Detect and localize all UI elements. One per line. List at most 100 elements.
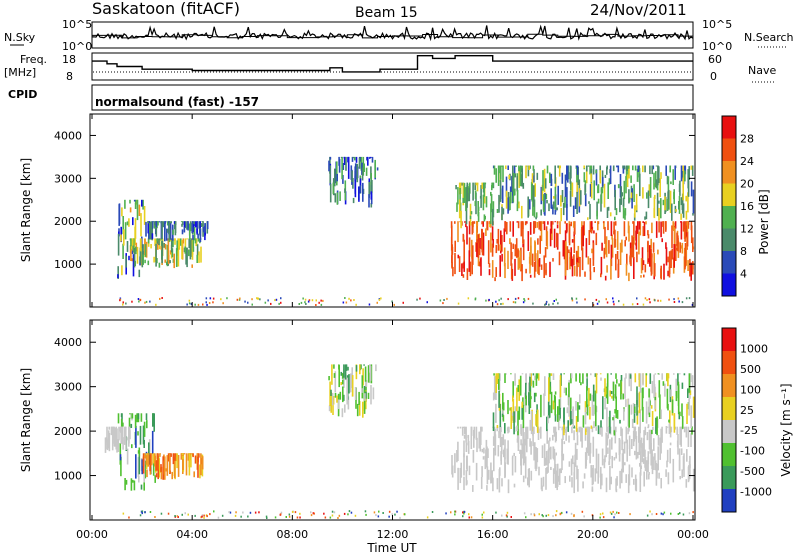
heatmap-cell xyxy=(595,232,598,246)
heatmap-cell xyxy=(571,299,574,302)
heatmap-cell xyxy=(184,246,186,254)
heatmap-cell xyxy=(525,373,527,381)
heatmap-cell xyxy=(658,200,660,204)
heatmap-cell xyxy=(654,453,656,461)
heatmap-cell xyxy=(603,458,606,469)
heatmap-cell xyxy=(681,171,684,179)
heatmap-cell xyxy=(529,222,532,235)
heatmap-cell xyxy=(659,178,661,198)
heatmap-cell xyxy=(482,232,485,256)
heatmap-cell xyxy=(463,434,466,439)
heatmap-cell xyxy=(491,260,494,278)
heatmap-cell xyxy=(212,301,214,304)
heatmap-cell xyxy=(691,426,693,435)
colorbar-segment xyxy=(722,183,736,206)
heatmap-cell xyxy=(582,481,584,489)
heatmap-cell xyxy=(308,299,311,302)
heatmap-cell xyxy=(336,173,338,182)
heatmap-cell xyxy=(605,432,607,458)
heatmap-cell xyxy=(578,426,581,433)
heatmap-cell xyxy=(552,468,555,484)
heatmap-cell xyxy=(122,216,124,235)
heatmap-cell xyxy=(574,442,577,467)
heatmap-cell xyxy=(659,299,662,302)
heatmap-cell xyxy=(168,453,171,473)
heatmap-cell xyxy=(612,297,614,300)
heatmap-cell xyxy=(679,180,681,196)
heatmap-cell xyxy=(588,387,590,407)
heatmap-cell xyxy=(208,302,211,304)
heatmap-cell xyxy=(580,426,582,442)
heatmap-cell xyxy=(468,516,470,519)
heatmap-cell xyxy=(522,426,524,450)
heatmap-cell xyxy=(549,228,552,247)
heatmap-cell xyxy=(532,302,534,305)
heatmap-cell xyxy=(347,156,350,179)
heatmap-cell xyxy=(483,182,485,197)
heatmap-cell xyxy=(655,165,658,167)
heatmap-cell xyxy=(119,454,122,461)
heatmap-cell xyxy=(396,510,398,513)
heatmap-cell xyxy=(587,217,589,220)
heatmap-cell xyxy=(176,453,178,469)
heatmap-cell xyxy=(143,206,146,225)
heatmap-cell xyxy=(602,176,604,187)
heatmap-cell xyxy=(577,402,579,422)
heatmap-cell xyxy=(611,238,614,258)
heatmap-cell xyxy=(556,221,559,224)
heatmap-cell xyxy=(361,375,364,399)
heatmap-cell xyxy=(491,185,493,191)
nsky-label: N.Sky xyxy=(4,31,36,44)
heatmap-cell xyxy=(139,238,142,251)
heatmap-cell xyxy=(280,297,282,300)
heatmap-cell xyxy=(584,271,586,277)
heatmap-cell xyxy=(496,303,499,306)
heatmap-cell xyxy=(198,251,200,263)
nsearch-tick-top: 10^5 xyxy=(702,18,732,31)
heatmap-cell xyxy=(547,401,550,419)
power-ylabel: Slant Range [km] xyxy=(19,158,33,262)
heatmap-cell xyxy=(205,297,208,300)
heatmap-cell xyxy=(359,185,362,194)
heatmap-cell xyxy=(615,253,617,271)
heatmap-cell xyxy=(329,156,332,160)
heatmap-cell xyxy=(609,212,612,217)
heatmap-cell xyxy=(565,241,567,264)
heatmap-cell xyxy=(547,459,549,473)
heatmap-cell xyxy=(340,371,343,376)
heatmap-cell xyxy=(649,165,651,175)
heatmap-cell xyxy=(515,238,518,258)
heatmap-cell xyxy=(546,200,548,204)
heatmap-cell xyxy=(164,243,167,250)
heatmap-cell xyxy=(672,169,674,185)
heatmap-cell xyxy=(445,512,447,515)
colorbar-tick-label: 25 xyxy=(740,404,754,417)
heatmap-cell xyxy=(378,298,381,301)
heatmap-cell xyxy=(589,221,592,233)
heatmap-cell xyxy=(692,189,695,214)
heatmap-cell xyxy=(531,253,534,267)
heatmap-cell xyxy=(510,191,512,204)
heatmap-cell xyxy=(474,201,477,207)
heatmap-cell xyxy=(540,209,542,216)
heatmap-cell xyxy=(535,392,537,397)
heatmap-cell xyxy=(160,512,163,515)
heatmap-cell xyxy=(466,185,468,208)
heatmap-cell xyxy=(183,224,186,233)
heatmap-cell xyxy=(602,221,605,224)
heatmap-cell xyxy=(126,221,129,226)
heatmap-cell xyxy=(629,513,631,516)
heatmap-cell xyxy=(402,301,404,304)
heatmap-cell xyxy=(110,426,113,430)
heatmap-cell xyxy=(535,216,537,220)
colorbar-tick-label: 12 xyxy=(740,223,754,236)
heatmap-cell xyxy=(583,172,586,183)
heatmap-cell xyxy=(404,513,406,516)
heatmap-cell xyxy=(342,386,344,403)
heatmap-cell xyxy=(522,244,524,248)
heatmap-cell xyxy=(450,236,453,251)
heatmap-cell xyxy=(499,180,502,202)
heatmap-cell xyxy=(652,426,654,431)
heatmap-cell xyxy=(677,237,679,245)
heatmap-cell xyxy=(466,268,469,280)
